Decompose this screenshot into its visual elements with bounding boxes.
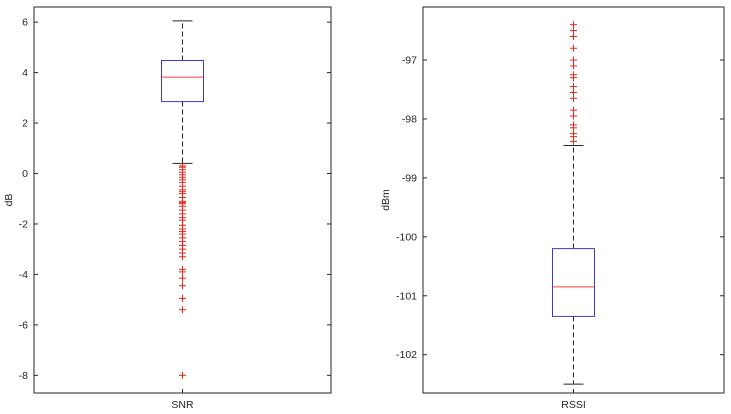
snr-outlier-point	[179, 268, 186, 276]
rssi-outlier-point	[570, 106, 577, 114]
rssi-outlier-point	[570, 83, 577, 91]
snr-y-tick-label: 2	[22, 118, 28, 130]
rssi-outlier-point	[570, 27, 577, 35]
rssi-y-tick-label: -99	[402, 172, 417, 184]
rssi-y-tick-label: -100	[396, 231, 417, 243]
rssi-y-tick-label: -98	[402, 113, 417, 125]
rssi-boxplot-panel: -97 -98 -99 -100 -101 -102 RSSI dBm	[380, 6, 725, 411]
rssi-category-label: RSSI	[561, 399, 586, 411]
snr-y-tick-label: -8	[19, 370, 28, 382]
rssi-outlier-point	[570, 94, 577, 102]
rssi-y-tick-label: -101	[396, 290, 417, 302]
snr-outlier-point	[179, 253, 186, 261]
snr-y-tick-label: 4	[22, 67, 28, 79]
snr-boxplot-panel: 6 4 2 0 -2 -4 -6 -8 SNR dB	[3, 6, 332, 411]
snr-y-tick-label: -6	[19, 319, 28, 331]
snr-outlier-point	[179, 306, 186, 314]
snr-category-label: SNR	[171, 399, 194, 411]
rssi-y-tick-label: -97	[402, 55, 417, 67]
snr-outlier-point	[179, 371, 186, 379]
snr-y-axis-label: dB	[3, 194, 15, 207]
snr-y-tick-label: 6	[22, 17, 28, 29]
rssi-outlier-point	[570, 62, 577, 70]
rssi-outlier-point	[570, 32, 577, 40]
snr-outlier-point	[179, 294, 186, 302]
rssi-y-axis-label: dBm	[380, 189, 392, 211]
rssi-outlier-point	[570, 56, 577, 64]
snr-y-tick-label: 0	[22, 168, 28, 180]
snr-y-tick-label: -2	[19, 218, 28, 230]
rssi-outlier-point	[570, 44, 577, 52]
snr-outlier-point	[179, 282, 186, 290]
rssi-outlier-point	[570, 88, 577, 96]
rssi-outlier-point	[570, 137, 577, 145]
snr-outlier-point	[179, 274, 186, 282]
rssi-outlier-point	[570, 21, 577, 29]
rssi-box	[552, 248, 595, 317]
rssi-outlier-point	[570, 112, 577, 120]
rssi-outlier-point	[570, 124, 577, 132]
rssi-outlier-point	[570, 74, 577, 82]
rssi-y-tick-label: -102	[396, 349, 417, 361]
snr-box	[161, 59, 204, 103]
snr-y-tick-label: -4	[19, 269, 28, 281]
